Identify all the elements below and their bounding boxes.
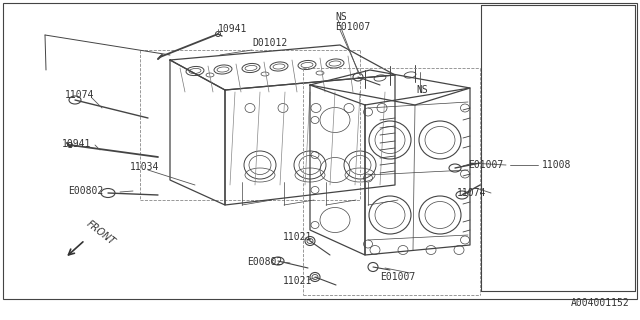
Text: D01012: D01012	[252, 38, 287, 48]
Text: 10941: 10941	[218, 24, 248, 34]
Circle shape	[67, 142, 72, 148]
Text: 11074: 11074	[65, 90, 94, 100]
Text: NS: NS	[416, 85, 428, 95]
Text: 11034: 11034	[130, 162, 159, 172]
Text: E01007: E01007	[335, 22, 371, 32]
Text: NS: NS	[335, 12, 347, 22]
Text: E00802: E00802	[68, 186, 103, 196]
Text: E00802: E00802	[247, 257, 282, 267]
Text: 11021: 11021	[283, 276, 312, 286]
Text: E01007: E01007	[468, 160, 503, 170]
Text: 11021: 11021	[283, 232, 312, 242]
Text: 11074: 11074	[457, 188, 486, 198]
Text: E01007: E01007	[380, 272, 415, 282]
Text: 11008: 11008	[542, 160, 572, 170]
Text: A004001152: A004001152	[572, 298, 630, 308]
Text: 10941: 10941	[62, 139, 92, 149]
Circle shape	[216, 31, 221, 36]
Text: FRONT: FRONT	[85, 219, 117, 247]
